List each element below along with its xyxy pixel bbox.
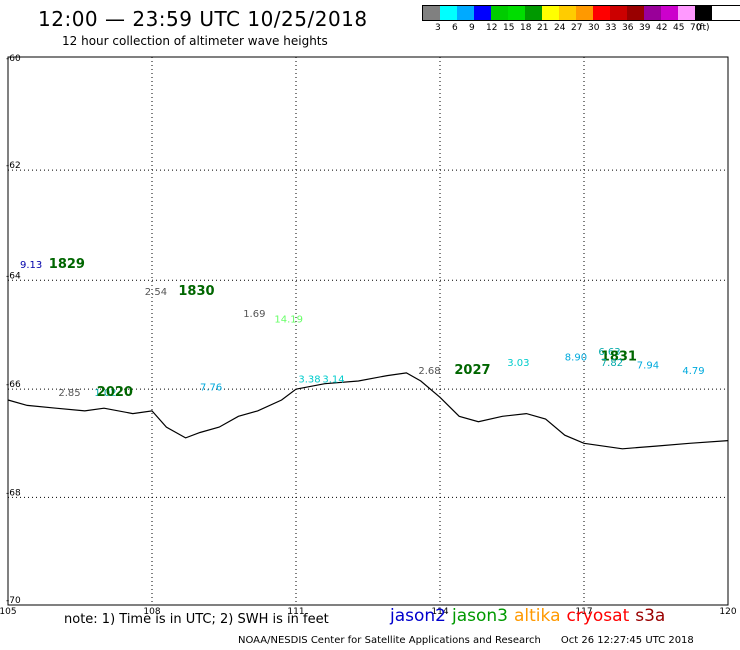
wave-height-label: 1.69 — [243, 309, 265, 320]
lat-tick-label: -68 — [6, 488, 21, 498]
color-scale-labels: 3 6 9 12 15 18 21 24 27 30 33 36 39 42 45 70 (ft) — [422, 21, 740, 33]
color-scale-swatch — [644, 6, 661, 20]
wave-height-label: 1.02 — [94, 388, 116, 399]
satellite-legend: jason2 jason3 altika cryosat s3a — [390, 606, 671, 626]
color-scale-swatch — [559, 6, 576, 20]
lon-tick-label: 108 — [143, 607, 160, 617]
color-scale-label: 18 — [520, 23, 532, 33]
legend-item-s3a: s3a — [635, 606, 666, 626]
legend-item-jason2: jason2 — [390, 606, 446, 626]
lon-tick-label: 117 — [575, 607, 592, 617]
color-scale-label: 3 — [435, 23, 441, 33]
wave-height-label: 7.82 — [601, 358, 623, 369]
lon-tick-label: 114 — [431, 607, 448, 617]
legend-item-jason3: jason3 — [452, 606, 508, 626]
axis-tick-labels: 105 108 111 114 117 120 -60 -62 -64 -66 -68 -70 — [0, 54, 737, 617]
color-scale-swatch — [525, 6, 542, 20]
pass-time-label: 1830 — [178, 284, 214, 299]
color-scale-label: 30 — [588, 23, 600, 33]
map-grid — [8, 57, 728, 605]
color-scale-swatches — [422, 5, 740, 21]
color-scale-swatch — [627, 6, 644, 20]
lat-tick-label: -64 — [6, 271, 21, 281]
wave-height-label: 2.68 — [418, 366, 440, 377]
color-scale-label: 12 — [486, 23, 498, 33]
color-scale-label: 70 — [690, 23, 702, 33]
wave-height-label: 8.90 — [565, 353, 587, 364]
color-scale-label: 24 — [554, 23, 566, 33]
wave-height-label: 3.03 — [507, 358, 529, 369]
color-scale-swatch — [576, 6, 593, 20]
footer-org: NOAA/NESDIS Center for Satellite Applica… — [238, 635, 541, 646]
wave-height-label: 3.14 — [322, 374, 344, 385]
units-note: note: 1) Time is in UTC; 2) SWH is in fe… — [64, 612, 329, 627]
lon-tick-label: 120 — [719, 607, 736, 617]
lat-tick-label: -62 — [6, 161, 21, 171]
lon-tick-label: 111 — [287, 607, 304, 617]
color-scale-label: 36 — [622, 23, 634, 33]
color-scale-swatch — [593, 6, 610, 20]
wave-height-label: 2.85 — [58, 388, 80, 399]
wave-height-label: 4.79 — [682, 366, 704, 377]
color-scale-swatch — [542, 6, 559, 20]
wave-height-label: 3.38 — [298, 374, 320, 385]
color-scale-label: 27 — [571, 23, 583, 33]
coastline — [7, 372, 729, 450]
map-title: 12:00 — 23:59 UTC 10/25/2018 — [38, 7, 368, 31]
lat-tick-label: -70 — [6, 596, 21, 606]
color-scale-label: 33 — [605, 23, 617, 33]
color-scale-swatch — [474, 6, 491, 20]
color-scale-swatch — [457, 6, 474, 20]
color-scale-label: (ft) — [696, 23, 710, 33]
wave-height-label: 6.63 — [598, 347, 620, 358]
wave-height-label: 7.94 — [637, 361, 659, 372]
color-scale-swatch — [695, 6, 712, 20]
color-scale-swatch — [491, 6, 508, 20]
map-subtitle: 12 hour collection of altimeter wave hei… — [62, 34, 328, 48]
wave-height-label: 14.19 — [274, 314, 303, 325]
lat-tick-label: -60 — [6, 54, 21, 64]
color-scale-swatch — [508, 6, 525, 20]
color-scale-swatch — [423, 6, 440, 20]
footer: NOAA/NESDIS Center for Satellite Applica… — [238, 635, 694, 646]
lon-tick-label: 105 — [0, 607, 17, 617]
color-scale-swatch — [440, 6, 457, 20]
wave-height-label: 9.13 — [20, 260, 42, 271]
pass-time-label: 2027 — [454, 363, 490, 378]
color-scale-swatch — [661, 6, 678, 20]
legend-item-altika: altika — [514, 606, 561, 626]
pass-time-label: 2020 — [97, 385, 133, 400]
color-scale-label: 15 — [503, 23, 515, 33]
wave-height-label: 7.76 — [200, 382, 222, 393]
color-scale-label: 39 — [639, 23, 651, 33]
color-scale-swatch — [610, 6, 627, 20]
color-scale-label: 6 — [452, 23, 458, 33]
wave-height-label: 2.54 — [145, 287, 167, 298]
color-scale-swatch — [678, 6, 695, 20]
color-scale-label: 9 — [469, 23, 475, 33]
wave-height-color-scale: 3 6 9 12 15 18 21 24 27 30 33 36 39 42 45 70 (ft) — [422, 5, 740, 33]
pass-time-label: 1831 — [601, 350, 637, 365]
footer-timestamp: Oct 26 12:27:45 UTC 2018 — [560, 635, 694, 646]
map-frame — [7, 56, 729, 606]
lat-tick-label: -66 — [6, 380, 21, 390]
pass-time-label: 1829 — [49, 257, 85, 272]
color-scale-label: 45 — [673, 23, 685, 33]
color-scale-label: 42 — [656, 23, 668, 33]
color-scale-label: 21 — [537, 23, 549, 33]
legend-item-cryosat: cryosat — [566, 606, 630, 626]
